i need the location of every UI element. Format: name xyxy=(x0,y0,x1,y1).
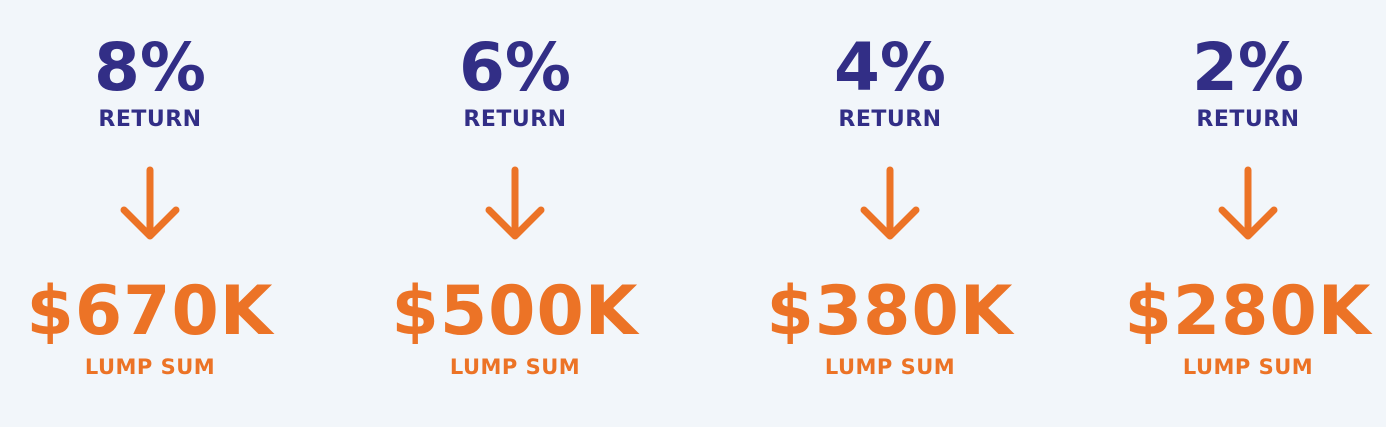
return-label: RETURN xyxy=(98,107,202,132)
scenario-6-percent: 6% RETURN $500K LUMP SUM xyxy=(365,0,665,427)
arrow-down-icon xyxy=(485,166,545,240)
lump-sum-amount: $280K xyxy=(1124,272,1372,351)
return-rate: 6% xyxy=(458,29,572,106)
scenario-2-percent: 2% RETURN $280K LUMP SUM xyxy=(1098,0,1386,427)
return-label: RETURN xyxy=(463,107,567,132)
return-rate: 4% xyxy=(833,29,947,106)
scenario-4-percent: 4% RETURN $380K LUMP SUM xyxy=(740,0,1040,427)
lump-sum-amount: $670K xyxy=(26,272,274,351)
lump-sum-label: LUMP SUM xyxy=(824,355,956,379)
return-rate: 2% xyxy=(1191,29,1305,106)
return-label: RETURN xyxy=(838,107,942,132)
return-label: RETURN xyxy=(1196,107,1300,132)
lump-sum-amount: $380K xyxy=(766,272,1014,351)
lump-sum-label: LUMP SUM xyxy=(84,355,216,379)
lump-sum-amount: $500K xyxy=(391,272,639,351)
return-rate: 8% xyxy=(93,29,207,106)
arrow-down-icon xyxy=(120,166,180,240)
lump-sum-label: LUMP SUM xyxy=(1182,355,1314,379)
arrow-down-icon xyxy=(1218,166,1278,240)
lump-sum-label: LUMP SUM xyxy=(449,355,581,379)
scenario-8-percent: 8% RETURN $670K LUMP SUM xyxy=(0,0,300,427)
arrow-down-icon xyxy=(860,166,920,240)
